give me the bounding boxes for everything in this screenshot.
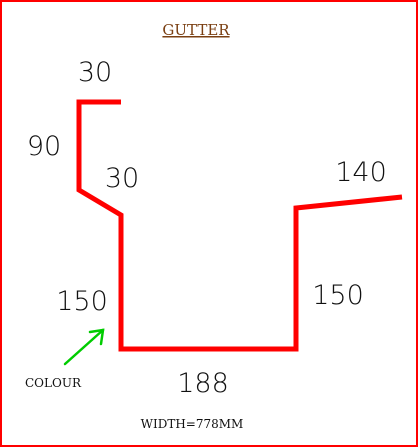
dim-right-flange: 140	[335, 157, 387, 188]
colour-label: COLOUR	[25, 376, 82, 390]
dim-right-wall: 150	[312, 280, 364, 311]
dim-left-upper: 90	[27, 131, 61, 162]
dim-left-wall: 150	[56, 286, 108, 317]
width-label: WIDTH=778MM	[141, 417, 244, 431]
gutter-profile	[76, 99, 403, 352]
dim-left-diagonal: 30	[105, 163, 139, 194]
colour-arrow-icon	[63, 328, 105, 366]
dim-base: 188	[177, 368, 229, 399]
diagram-title: GUTTER	[162, 21, 230, 39]
dim-top-return: 30	[78, 57, 112, 88]
